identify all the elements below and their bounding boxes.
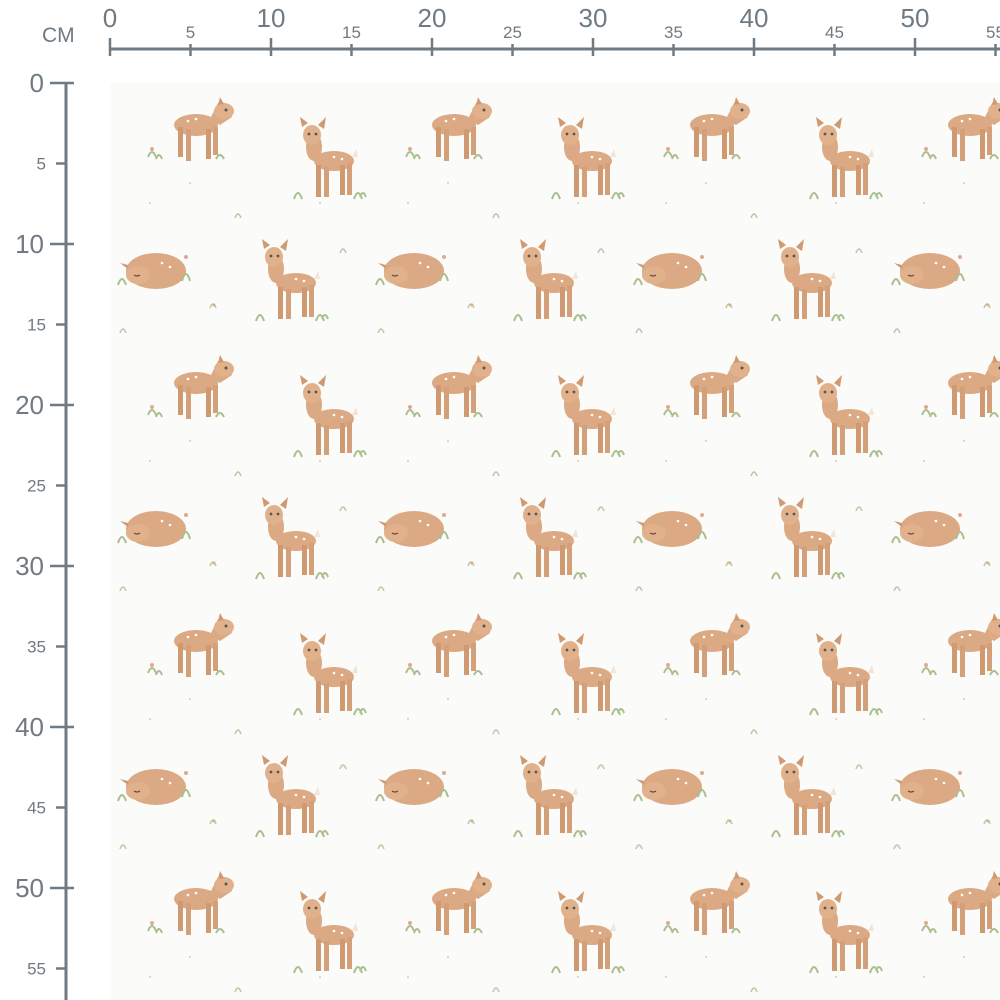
- horizontal-tick-label: 0: [103, 3, 117, 33]
- vertical-tick-label: 15: [27, 316, 46, 335]
- horizontal-tick-label: 50: [901, 3, 930, 33]
- deer-pattern-fill: [110, 83, 1000, 1000]
- horizontal-tick-label: 25: [503, 23, 522, 42]
- horizontal-tick-label: 40: [740, 3, 769, 33]
- horizontal-tick-label: 45: [825, 23, 844, 42]
- horizontal-tick-label: 20: [418, 3, 447, 33]
- vertical-tick-label: 0: [30, 68, 44, 98]
- vertical-tick-label: 10: [15, 229, 44, 259]
- vertical-tick-label: 40: [15, 712, 44, 742]
- vertical-tick-label: 20: [15, 390, 44, 420]
- horizontal-tick-label: 35: [664, 23, 683, 42]
- vertical-tick-label: 55: [27, 960, 46, 979]
- horizontal-tick-label: 10: [257, 3, 286, 33]
- vertical-tick-label: 30: [15, 551, 44, 581]
- horizontal-tick-label: 55: [986, 23, 1000, 42]
- horizontal-tick-label: 30: [579, 3, 608, 33]
- ruler-unit-label: CM: [42, 24, 75, 47]
- vertical-tick-label: 35: [27, 638, 46, 657]
- vertical-tick-label: 50: [15, 873, 44, 903]
- vertical-tick-label: 5: [37, 155, 46, 174]
- fabric-pattern-swatch: [110, 83, 1000, 1000]
- vertical-tick-label: 45: [27, 799, 46, 818]
- horizontal-tick-label: 15: [342, 23, 361, 42]
- horizontal-tick-label: 5: [186, 23, 195, 42]
- vertical-tick-label: 25: [27, 477, 46, 496]
